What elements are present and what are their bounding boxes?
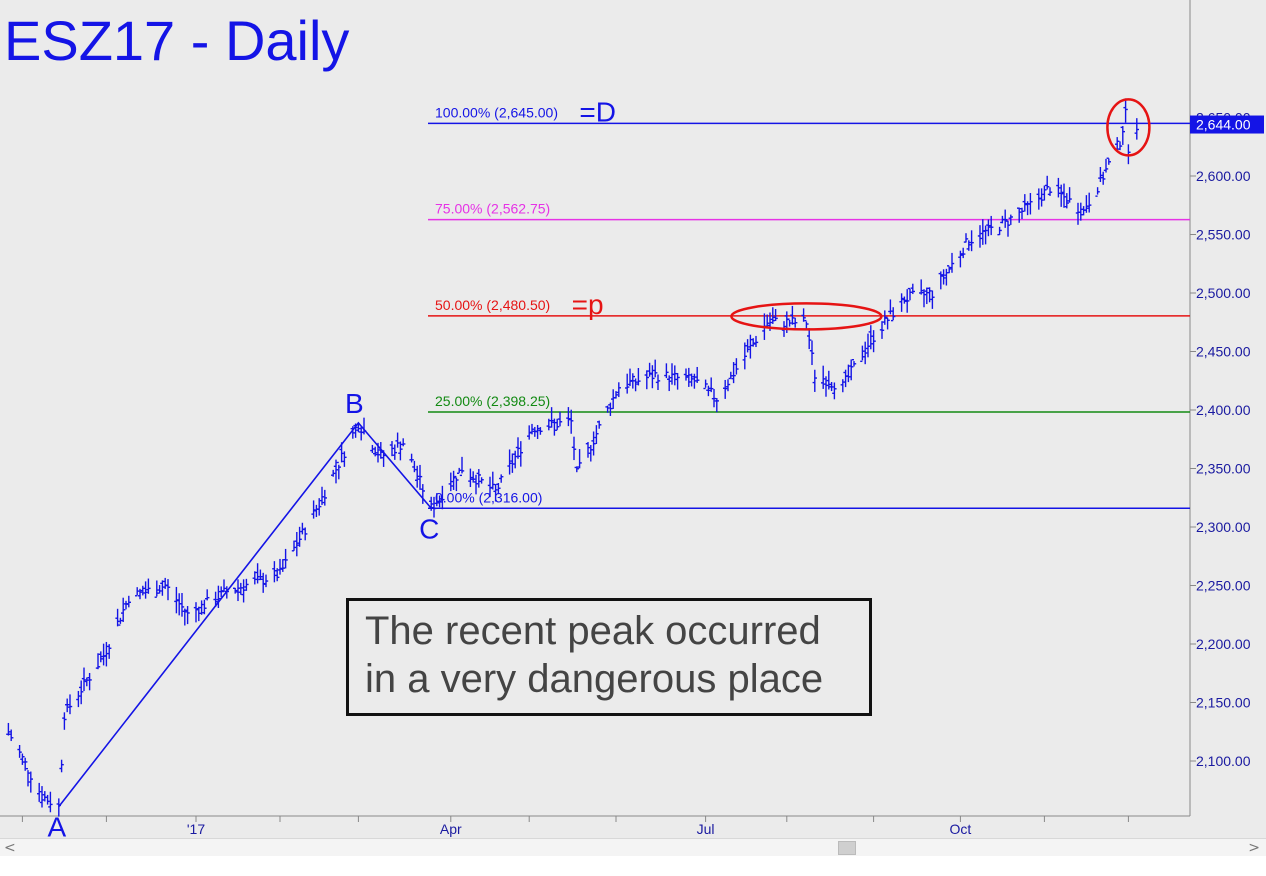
annotation-line-1: The recent peak occurred [365,609,821,653]
abcd-pattern-line [58,421,432,808]
abcd-pattern: A B C [47,388,439,838]
price-tick-label: 2,300.00 [1196,519,1251,535]
fib-level-label: 50.00% (2,480.50) [435,297,550,313]
abcd-point-label: A [47,812,66,838]
fibonacci-levels: 100.00% (2,645.00) =D 75.00% (2,562.75) 50.… [428,96,1190,510]
fib-level-label: 25.00% (2,398.25) [435,393,550,409]
abcd-point-label: B [345,388,364,419]
price-tick-label: 2,250.00 [1196,578,1251,594]
fib-level-tag: =D [579,96,616,127]
fib-level-label: 75.00% (2,562.75) [435,201,550,217]
last-price-badge [1190,115,1264,134]
highlight-ellipse [1106,98,1151,157]
fib-level-label: 100.00% (2,645.00) [435,104,558,120]
price-tick-label: 2,600.00 [1196,168,1251,184]
tick-layer: 2,100.00 2,150.00 2,200.00 2,250.00 2,300.00… [21,110,1251,837]
scroll-right-arrow-icon[interactable]: > [1248,840,1260,856]
highlight-ellipses [730,98,1151,331]
time-tick-label: Jul [697,821,715,837]
horizontal-scrollbar[interactable]: < > [0,838,1266,857]
price-tick-label: 2,100.00 [1196,753,1251,769]
abcd-point-label: C [419,513,439,544]
annotation-line-2: in a very dangerous place [365,657,824,701]
time-tick-label: Apr [440,821,462,837]
time-tick-label: '17 [187,821,205,837]
price-label-layer: 2,644.00 [1190,115,1264,134]
fib-level-tag: =p [572,289,604,320]
fib-level-label: 0.00% (2,316.00) [435,489,542,505]
price-tick-label: 2,150.00 [1196,695,1251,711]
scroll-left-arrow-icon[interactable]: < [4,840,16,856]
price-tick-label: 2,200.00 [1196,636,1251,652]
price-tick-label: 2,350.00 [1196,461,1251,477]
annotation-box: The recent peak occurred in a very dange… [346,598,872,716]
price-tick-label: 2,450.00 [1196,344,1251,360]
price-tick-label: 2,400.00 [1196,402,1251,418]
highlight-ellipse [730,302,883,331]
price-tick-label: 2,550.00 [1196,227,1251,243]
scroll-thumb[interactable] [838,841,856,855]
chart-title: ESZ17 - Daily [4,9,349,72]
price-bars [6,98,1139,817]
time-tick-label: Oct [950,821,972,837]
last-price-label: 2,644.00 [1196,117,1251,133]
window-bottom-edge [0,856,1266,876]
price-tick-label: 2,500.00 [1196,285,1251,301]
